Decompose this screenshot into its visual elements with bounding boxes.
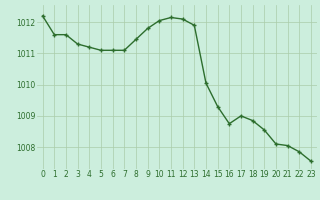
Text: Graphe pression niveau de la mer (hPa): Graphe pression niveau de la mer (hPa) <box>41 183 279 193</box>
